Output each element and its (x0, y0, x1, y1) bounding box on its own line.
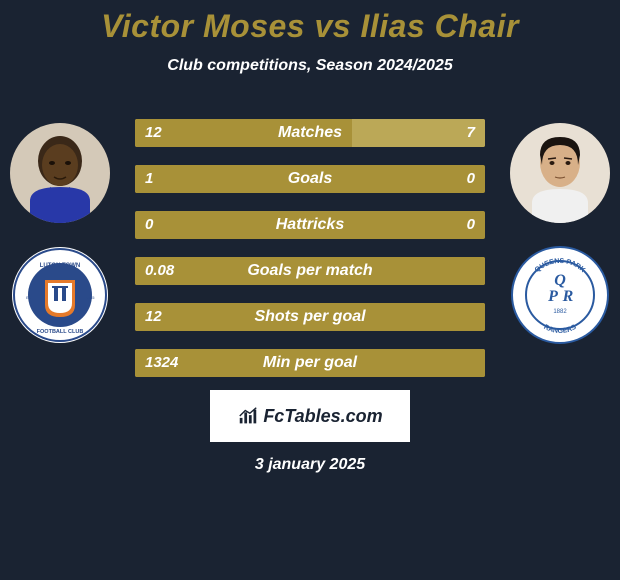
chart-icon (237, 405, 259, 427)
stat-value-right: 0 (467, 165, 475, 193)
stat-value-left: 1324 (145, 349, 178, 377)
stat-value-left: 0 (145, 211, 153, 239)
stat-value-left: 1 (145, 165, 153, 193)
stat-bars: Matches127Goals10Hattricks00Goals per ma… (135, 119, 485, 395)
stat-label: Goals per match (135, 257, 485, 285)
svg-text:P: P (547, 288, 558, 305)
svg-text:EST: EST (26, 295, 34, 300)
stat-value-right: 0 (467, 211, 475, 239)
stat-row: Goals1 0 (135, 165, 485, 193)
compare-area: LUTON TOWN FOOTBALL CLUB EST 1885 QUEENS… (0, 105, 620, 385)
stat-row: Goals per match0.08 (135, 257, 485, 285)
player-right-avatar (510, 123, 610, 223)
svg-text:LUTON TOWN: LUTON TOWN (40, 263, 80, 269)
footer-date: 3 january 2025 (0, 456, 620, 474)
stat-label: Matches (135, 119, 485, 147)
stat-value-left: 0.08 (145, 257, 174, 285)
comparison-title: Victor Moses vs Ilias Chair (0, 8, 620, 45)
player-left-avatar (10, 123, 110, 223)
stat-label: Goals (135, 165, 485, 193)
comparison-subtitle: Club competitions, Season 2024/2025 (0, 57, 620, 75)
stat-row: Matches12 7 (135, 119, 485, 147)
brand-text: FcTables.com (263, 406, 382, 427)
stat-row: Shots per goal12 (135, 303, 485, 331)
svg-text:1882: 1882 (553, 309, 567, 315)
player-left-club-badge: LUTON TOWN FOOTBALL CLUB EST 1885 (10, 245, 110, 345)
svg-text:FOOTBALL CLUB: FOOTBALL CLUB (37, 329, 84, 335)
svg-text:1885: 1885 (86, 295, 96, 300)
stat-row: Min per goal1324 (135, 349, 485, 377)
stat-label: Shots per goal (135, 303, 485, 331)
comparison-infographic: Victor Moses vs Ilias Chair Club competi… (0, 0, 620, 474)
stat-label: Hattricks (135, 211, 485, 239)
player-right-club-badge: QUEENS PARK RANGERS Q P R 1882 (510, 245, 610, 345)
svg-text:R: R (562, 288, 574, 305)
svg-text:Q: Q (554, 272, 566, 289)
stat-row: Hattricks0 0 (135, 211, 485, 239)
stat-label: Min per goal (135, 349, 485, 377)
stat-value-left: 12 (145, 303, 162, 331)
stat-value-right: 7 (467, 119, 475, 147)
stat-value-left: 12 (145, 119, 162, 147)
brand-badge: FcTables.com (210, 390, 410, 442)
